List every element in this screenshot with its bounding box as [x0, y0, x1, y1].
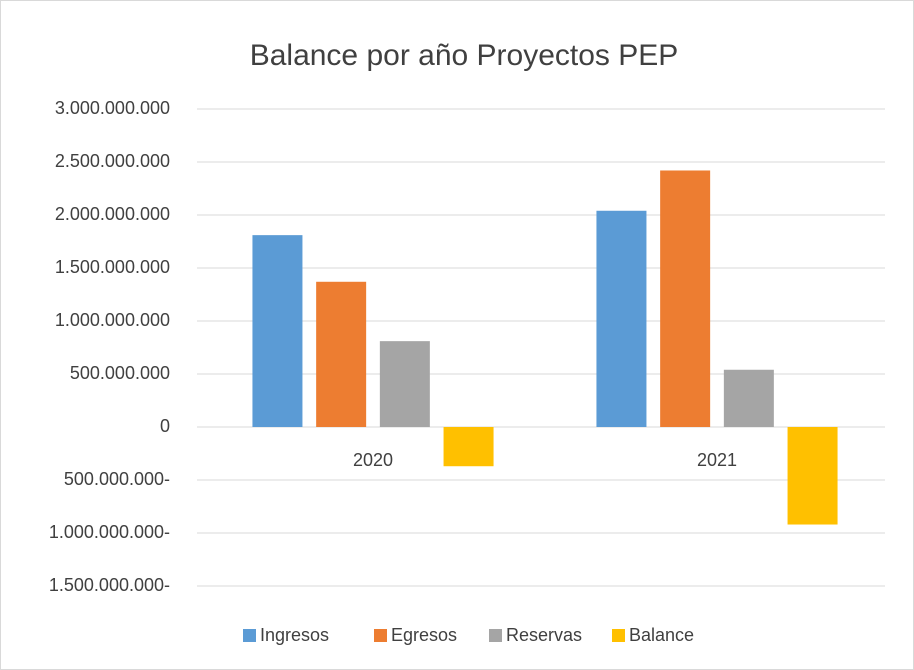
- y-tick-label: 3.000.000.000: [55, 98, 170, 118]
- legend-swatch: [374, 629, 387, 642]
- y-tick-label: 0: [160, 416, 170, 436]
- bar: [723, 369, 774, 427]
- legend-swatch: [243, 629, 256, 642]
- legend-label: Reservas: [506, 625, 582, 645]
- bar: [443, 427, 494, 467]
- chart-title: Balance por año Proyectos PEP: [250, 39, 679, 72]
- bar: [660, 170, 711, 428]
- y-tick-label: 500.000.000-: [64, 469, 170, 489]
- y-tick-label: 1.000.000.000-: [49, 522, 170, 542]
- bar: [596, 210, 647, 427]
- bar: [379, 341, 430, 427]
- bar: [252, 235, 303, 427]
- y-tick-label: 2.000.000.000: [55, 204, 170, 224]
- y-tick-label: 2.500.000.000: [55, 151, 170, 171]
- legend-swatch: [489, 629, 502, 642]
- legend-swatch: [612, 629, 625, 642]
- x-tick-label: 2021: [697, 450, 737, 470]
- y-tick-label: 500.000.000: [70, 363, 170, 383]
- y-tick-label: 1.500.000.000: [55, 257, 170, 277]
- bar: [787, 427, 838, 525]
- legend-label: Egresos: [391, 625, 457, 645]
- bar: [316, 281, 367, 427]
- y-tick-label: 1.000.000.000: [55, 310, 170, 330]
- x-tick-label: 2020: [353, 450, 393, 470]
- y-tick-label: 1.500.000.000-: [49, 575, 170, 595]
- legend-label: Ingresos: [260, 625, 329, 645]
- legend-label: Balance: [629, 625, 694, 645]
